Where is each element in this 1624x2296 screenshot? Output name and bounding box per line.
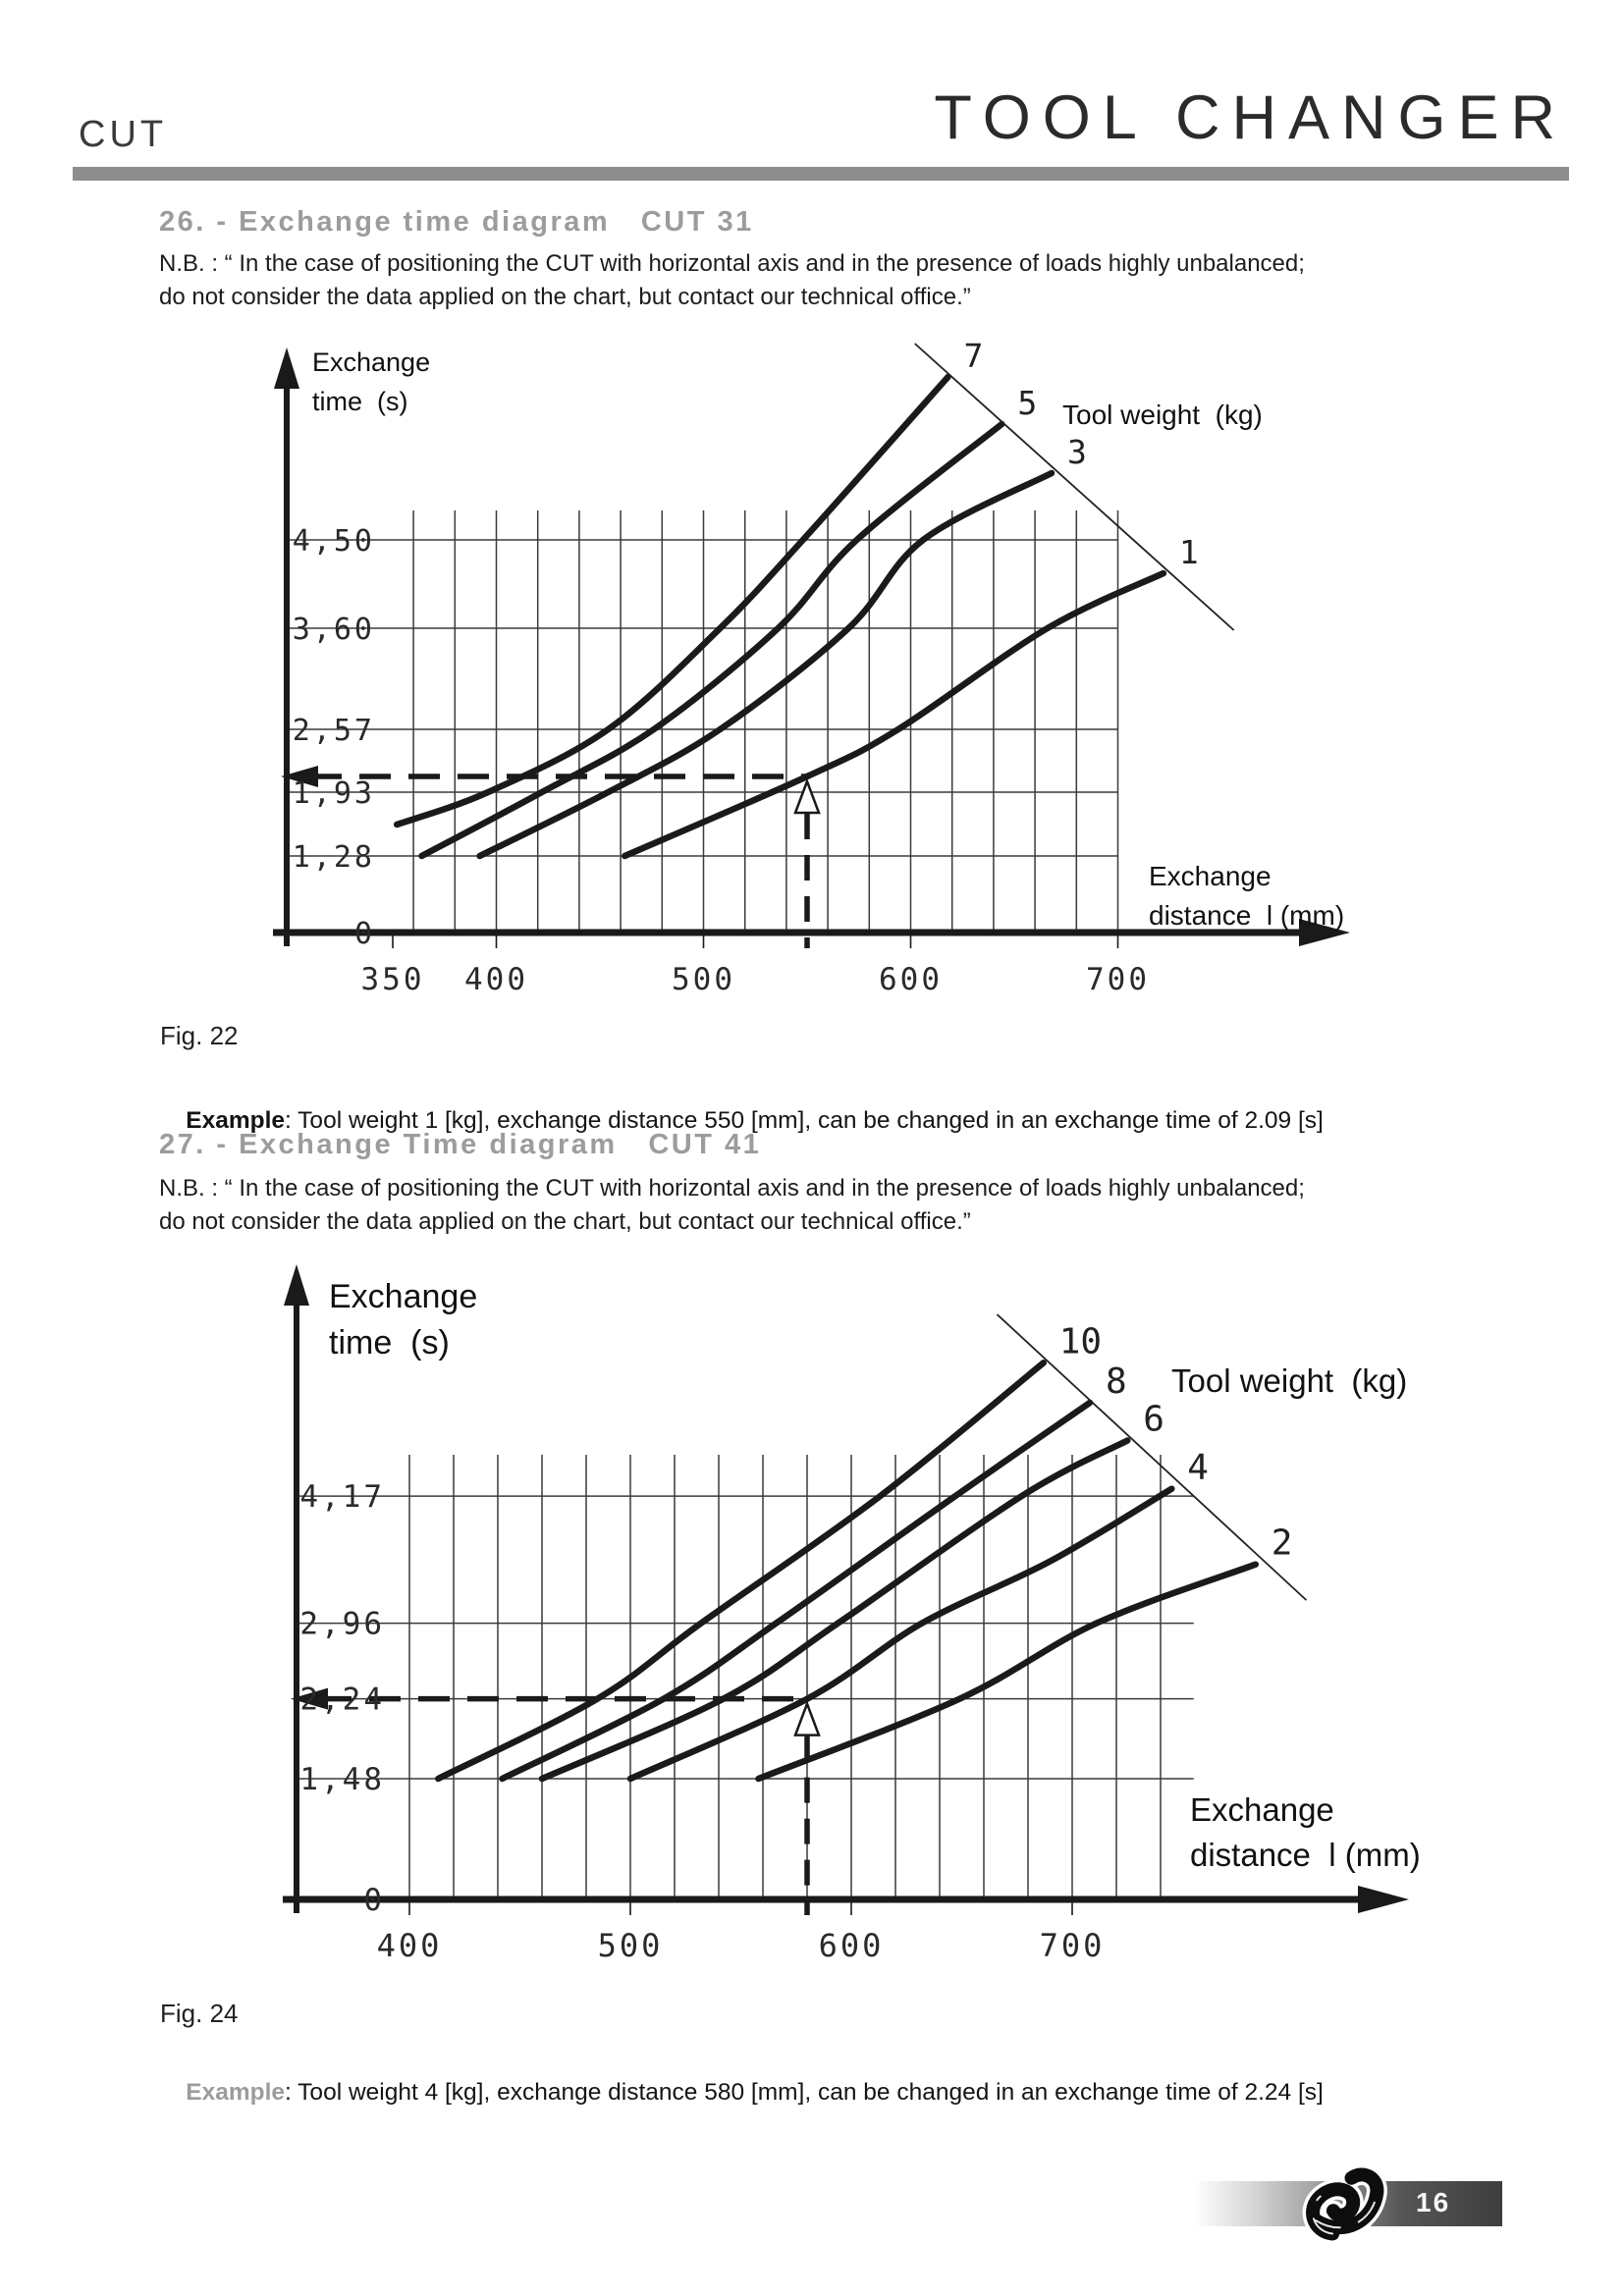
x-tick-label-400: 400 (377, 1927, 443, 1964)
guide-left-arrow-icon (281, 766, 318, 787)
axes (273, 347, 1350, 948)
x-tick-label-400: 400 (464, 962, 528, 997)
x-tick-label-600: 600 (879, 962, 943, 997)
y-axis-title: time (s) (329, 1324, 450, 1362)
curve-label-10: 10 (1059, 1321, 1102, 1362)
curve-label-6: 6 (1143, 1399, 1164, 1439)
page-title: TOOL CHANGER (934, 83, 1567, 152)
axes (283, 1264, 1409, 1915)
y-axis-title: time (s) (312, 387, 408, 416)
y-tick-label-0: 0 (363, 1883, 385, 1918)
curve-weight-8 (499, 1399, 1094, 1783)
legend-title: Tool weight (kg) (1062, 400, 1263, 430)
x-axis-title: distance l (mm) (1190, 1837, 1421, 1873)
curve-label-1: 1 (1179, 533, 1199, 571)
y-tick-label-2.57: 2,57 (293, 714, 375, 748)
page-number: 16 (1416, 2187, 1451, 2217)
figure-22-caption: Fig. 22 (160, 1021, 239, 1050)
y-tick-label-4.5: 4,50 (293, 524, 375, 559)
example-label: Example (186, 1107, 286, 1134)
curve-weight-5 (418, 420, 1005, 860)
x-tick-label-600: 600 (819, 1927, 885, 1964)
curve-label-5: 5 (1017, 384, 1037, 422)
x-tick-label-700: 700 (1086, 962, 1150, 997)
note-line-2: do not consider the data applied on the … (159, 1208, 971, 1235)
weight-scale-diagonal (914, 343, 1235, 631)
curve-weight-3 (476, 469, 1056, 860)
y-axis-arrow-icon (284, 1264, 309, 1306)
guide-left-arrow-icon (291, 1687, 328, 1710)
curve-weight-10 (435, 1360, 1048, 1783)
note-line-2: do not consider the data applied on the … (159, 284, 971, 310)
example-label: Example (186, 2079, 286, 2106)
curve-weight-7 (393, 373, 951, 828)
series-curves (393, 373, 1167, 860)
guide-up-arrow-icon (793, 1700, 821, 1736)
y-tick-label-1.93: 1,93 (293, 776, 375, 811)
guide-up-arrow-icon (793, 777, 821, 815)
note-line-1: N.B. : “ In the case of positioning the … (159, 250, 1305, 277)
curve-weight-6 (538, 1437, 1131, 1783)
brand-logo-icon (1294, 2160, 1396, 2246)
curve-weight-2 (755, 1561, 1260, 1783)
y-axis-arrow-icon (274, 347, 299, 389)
note-line-1: N.B. : “ In the case of positioning the … (159, 1175, 1305, 1201)
y-tick-label-4.17: 4,17 (299, 1479, 385, 1515)
x-tick-label-500: 500 (672, 962, 735, 997)
curve-label-3: 3 (1067, 433, 1087, 471)
series-curves (435, 1360, 1260, 1783)
section-27-note: N.B. : “ In the case of positioning the … (159, 1172, 1573, 1239)
section-27-title: 27. - Exchange Time diagram CUT 41 (159, 1129, 762, 1160)
x-tick-label-500: 500 (598, 1927, 664, 1964)
curve-weight-1 (622, 569, 1167, 860)
curve-label-2: 2 (1272, 1523, 1293, 1564)
header-product-name: CUT (79, 114, 168, 155)
y-tick-label-1.48: 1,48 (299, 1762, 385, 1797)
x-axis-title: distance l (mm) (1149, 900, 1344, 931)
example-text: : Tool weight 1 [kg], exchange distance … (285, 1107, 1324, 1134)
y-tick-label-1.28: 1,28 (293, 840, 375, 875)
curve-label-7: 7 (963, 337, 983, 375)
x-tick-label-350: 350 (361, 962, 425, 997)
curve-label-8: 8 (1106, 1362, 1127, 1402)
x-axis-title: Exchange (1149, 861, 1272, 891)
y-tick-label-0: 0 (354, 917, 375, 951)
header-rule (73, 167, 1569, 181)
x-axis-arrow-icon (1299, 919, 1350, 946)
x-axis-title: Exchange (1190, 1791, 1334, 1828)
guide-lines (281, 766, 821, 948)
grid (287, 510, 1119, 933)
figure-24-caption: Fig. 24 (160, 1999, 239, 2028)
x-axis-arrow-icon (1358, 1886, 1409, 1913)
x-tick-label-700: 700 (1040, 1927, 1106, 1964)
legend-title: Tool weight (kg) (1171, 1362, 1407, 1399)
weight-scale-diagonal (996, 1313, 1308, 1601)
y-axis-title: Exchange (312, 347, 430, 377)
y-tick-label-2.96: 2,96 (299, 1607, 385, 1642)
y-axis-title: Exchange (329, 1278, 477, 1315)
y-tick-label-3.6: 3,60 (293, 613, 375, 647)
curve-weight-4 (626, 1485, 1175, 1783)
tick-labels: 400 500 600 700 4,17 2,96 2,24 1,48 0 (299, 1479, 1106, 1964)
section-26-title: 26. - Exchange time diagram CUT 31 (159, 206, 754, 238)
y-tick-label-2.24: 2,24 (299, 1682, 385, 1718)
curve-label-4: 4 (1187, 1448, 1209, 1488)
example-cut31: Example: Tool weight 1 [kg], exchange di… (159, 1080, 1324, 1162)
example-text: : Tool weight 4 [kg], exchange distance … (285, 2079, 1324, 2106)
example-cut41: Example: Tool weight 4 [kg], exchange di… (159, 2052, 1324, 2134)
section-26-note: N.B. : “ In the case of positioning the … (159, 247, 1573, 314)
grid (297, 1455, 1194, 1899)
exchange-time-chart-cut31: 350 400 500 600 700 4,50 3,60 2,57 1,93 1,28 0 753 1… (273, 337, 1350, 997)
tick-labels: 350 400 500 600 700 4,50 3,60 2,57 1,93 1,28 0 (293, 524, 1150, 997)
